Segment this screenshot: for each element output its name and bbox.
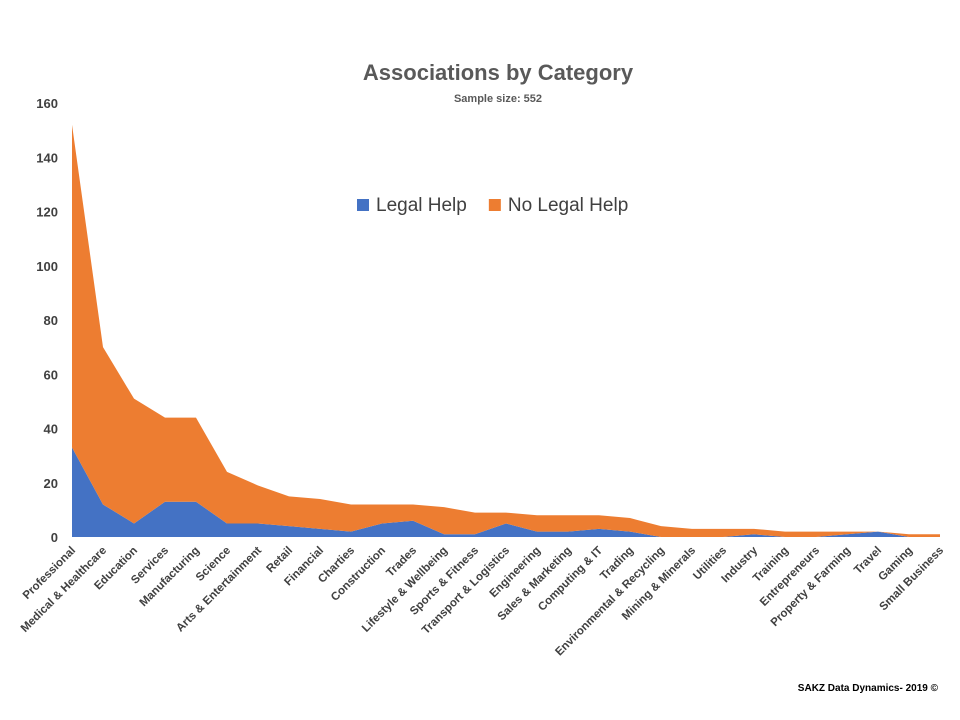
legend-label-1: No Legal Help (508, 195, 628, 216)
legend: Legal Help No Legal Help (357, 195, 628, 216)
y-tick-label: 160 (36, 96, 58, 111)
x-tick-label: Construction (329, 545, 388, 604)
y-tick-label: 20 (44, 476, 58, 491)
y-tick-label: 40 (44, 422, 58, 437)
legend-swatch-0 (357, 199, 369, 211)
footer-credit: SAKZ Data Dynamics- 2019 © (798, 683, 939, 694)
y-tick-label: 80 (44, 313, 58, 328)
series-area-1 (72, 124, 940, 537)
area-layer (72, 124, 940, 537)
series-area-0 (72, 447, 940, 537)
x-tick-label: Professional (21, 545, 78, 602)
legend-label-0: Legal Help (376, 195, 467, 216)
chart-title: Associations by Category (363, 60, 634, 85)
y-tick-label: 140 (36, 150, 58, 165)
y-tick-label: 0 (51, 530, 58, 545)
y-tick-label: 120 (36, 205, 58, 220)
y-tick-label: 60 (44, 367, 58, 382)
y-tick-label: 100 (36, 259, 58, 274)
y-axis: 0 20 40 60 80 100 120 140 160 (36, 96, 58, 545)
legend-swatch-1 (488, 199, 501, 211)
chart-subtitle: Sample size: 552 (454, 93, 542, 105)
